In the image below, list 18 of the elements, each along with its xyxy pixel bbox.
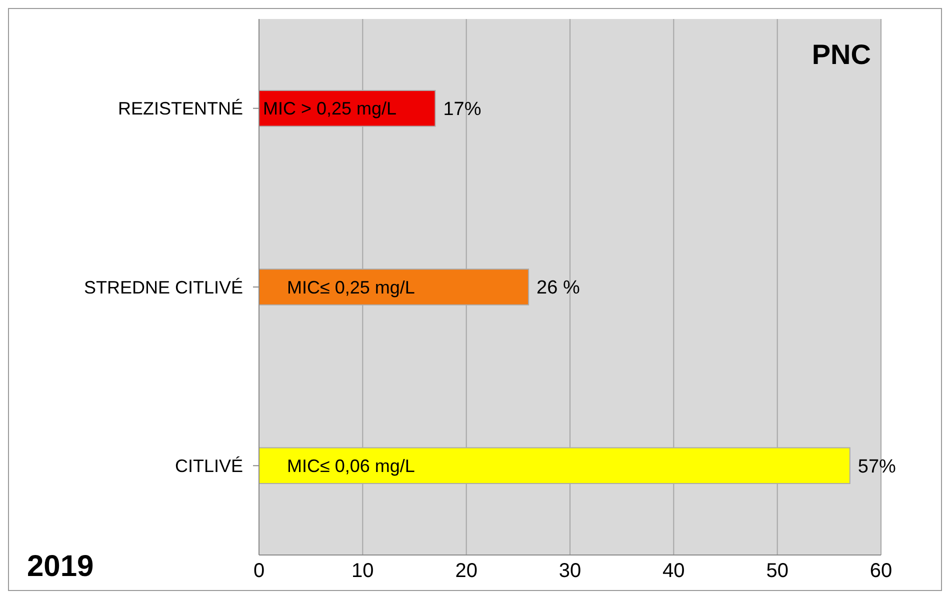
x-tick-label: 20 [455,560,478,582]
annotation: MIC≤ 0,06 mg/L [287,456,415,476]
text: 2019 [27,550,94,583]
data-label: 57% [858,456,896,478]
x-tick-label: 30 [558,560,582,582]
data-label: 17% [443,98,482,120]
x-tick-label: 60 [870,560,892,582]
data-label: 26 % [536,278,580,299]
y-tick-label: STREDNE CITLIVÉ [84,277,243,298]
text: PNC [812,39,871,71]
y-tick-label: REZISTENTNÉ [118,98,243,119]
x-tick-label: 40 [662,560,685,582]
x-tick-label: 10 [352,560,374,582]
x-tick-label: 0 [253,560,265,582]
y-tick-label: CITLIVÉ [174,456,243,476]
x-tick-label: 50 [766,560,788,582]
annotation: MIC > 0,25 mg/L [263,98,397,119]
annotation: MIC≤ 0,25 mg/L [287,277,415,298]
